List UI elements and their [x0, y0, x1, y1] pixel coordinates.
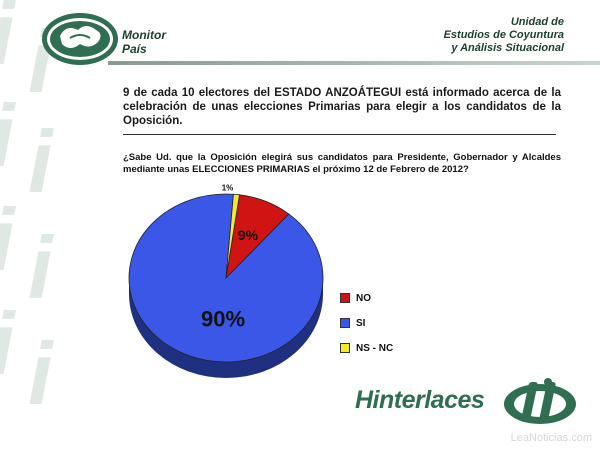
headline: 9 de cada 10 electores del ESTADO ANZOÁT…: [123, 87, 561, 127]
watermark-glyph: i: [28, 218, 53, 317]
legend-swatch-si: [340, 318, 350, 328]
pie-data-label: 90%: [201, 307, 245, 332]
survey-question: ¿Sabe Ud. que la Oposición elegirá sus c…: [123, 152, 561, 175]
legend-item-si: SI: [340, 317, 393, 329]
legend-label-ns-nc: NS - NC: [356, 342, 394, 354]
watermark-glyph: i: [0, 0, 14, 78]
hinterlaces-logo-icon: [504, 378, 576, 424]
header-divider: [108, 61, 600, 65]
logo-text: Monitor País: [122, 28, 166, 56]
legend-item-ns-nc: NS - NC: [340, 342, 393, 354]
watermark-glyph: i: [0, 300, 14, 388]
logo-text-line: País: [122, 42, 147, 56]
legend-label-no: NO: [356, 292, 371, 304]
legend-label-si: SI: [356, 317, 366, 329]
pie-slice-ns-nc: [225, 193, 240, 279]
legend-item-no: NO: [340, 292, 393, 304]
legend-swatch-ns-nc: [340, 343, 350, 353]
header: Monitor País Unidad de Estudios de Coyun…: [0, 0, 600, 70]
watermark-glyph: i: [0, 196, 14, 284]
monitor-pais-logo: [42, 13, 118, 65]
chart-legend: NO SI NS - NC: [340, 292, 393, 367]
unit-title: Unidad de Estudios de Coyuntura y Anális…: [444, 16, 564, 55]
hinterlaces-logo-text: Hinterlaces: [355, 386, 485, 414]
watermark-glyph: i: [28, 324, 53, 423]
pie-data-label: 9%: [238, 227, 259, 243]
divider: [123, 134, 556, 135]
unit-title-line: y Análisis Situacional: [451, 42, 564, 54]
legend-swatch-no: [340, 293, 350, 303]
unit-title-line: Estudios de Coyuntura: [443, 29, 564, 41]
watermark-glyph: i: [28, 112, 53, 211]
watermark-column: i i i i i i i i: [0, 0, 105, 450]
watermark-glyph: i: [0, 92, 14, 180]
source-watermark: LeaNoticias.com: [510, 432, 592, 444]
pie-data-label: 1%: [222, 184, 234, 193]
logo-text-line: Monitor: [122, 28, 166, 42]
unit-title-line: Unidad de: [510, 16, 564, 28]
